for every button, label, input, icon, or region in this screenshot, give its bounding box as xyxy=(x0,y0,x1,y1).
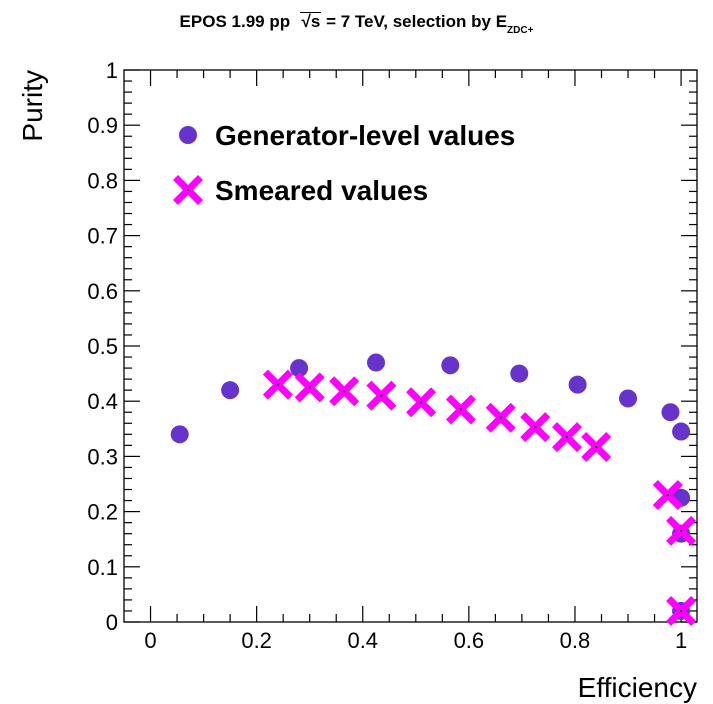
y-tick-label: 0.3 xyxy=(87,444,118,469)
generator-point xyxy=(441,356,460,375)
smeared-point-center xyxy=(595,446,598,449)
smeared-point-center xyxy=(666,494,669,497)
x-tick-label: 0.2 xyxy=(241,628,272,653)
legend-label-generator: Generator-level values xyxy=(215,120,515,151)
generator-point xyxy=(367,353,386,372)
y-tick-label: 0.4 xyxy=(87,389,118,414)
smeared-point-center xyxy=(534,426,537,429)
legend-label-smeared: Smeared values xyxy=(215,175,428,206)
generator-point xyxy=(661,403,680,422)
plot-frame xyxy=(123,69,698,623)
y-tick-label: 0.2 xyxy=(87,500,118,525)
smeared-point-center xyxy=(420,401,423,404)
x-tick-label: 0.8 xyxy=(560,628,591,653)
x-tick-label: 0.4 xyxy=(347,628,378,653)
smeared-point-center xyxy=(499,416,502,419)
smeared-point-center xyxy=(276,383,279,386)
smeared-point-center xyxy=(459,408,462,411)
y-tick-label: 0.9 xyxy=(87,113,118,138)
y-tick-label: 0.6 xyxy=(87,279,118,304)
chart-title: EPOS 1.99 pp √s = 7 TeV, selection by EZ… xyxy=(179,12,534,36)
smeared-point-center xyxy=(566,436,569,439)
y-axis-label: Purity xyxy=(17,70,48,142)
smeared-point-center xyxy=(680,609,683,612)
smeared-point-center xyxy=(308,386,311,389)
y-tick-label: 1 xyxy=(106,58,118,83)
x-tick-label: 1 xyxy=(675,628,687,653)
generator-point xyxy=(619,389,638,408)
legend-marker-smeared-center xyxy=(187,189,189,191)
generator-point xyxy=(221,381,240,400)
y-tick-label: 0 xyxy=(106,610,118,635)
generator-point xyxy=(568,375,587,394)
x-axis-label: Efficiency xyxy=(578,672,697,703)
y-tick-label: 0.5 xyxy=(87,334,118,359)
generator-point xyxy=(290,359,309,378)
x-tick-label: 0.6 xyxy=(454,628,485,653)
smeared-point-center xyxy=(343,390,346,393)
y-tick-label: 0.8 xyxy=(87,168,118,193)
smeared-point-center xyxy=(380,394,383,397)
generator-point xyxy=(170,425,189,444)
sqrt-symbol: √s xyxy=(299,12,322,31)
smeared-point-center xyxy=(680,529,683,532)
y-tick-label: 0.1 xyxy=(87,555,118,580)
legend-marker-generator xyxy=(179,126,197,144)
y-tick-label: 0.7 xyxy=(87,224,118,249)
generator-point xyxy=(672,422,691,441)
x-tick-label: 0 xyxy=(144,628,156,653)
generator-point xyxy=(510,364,529,383)
